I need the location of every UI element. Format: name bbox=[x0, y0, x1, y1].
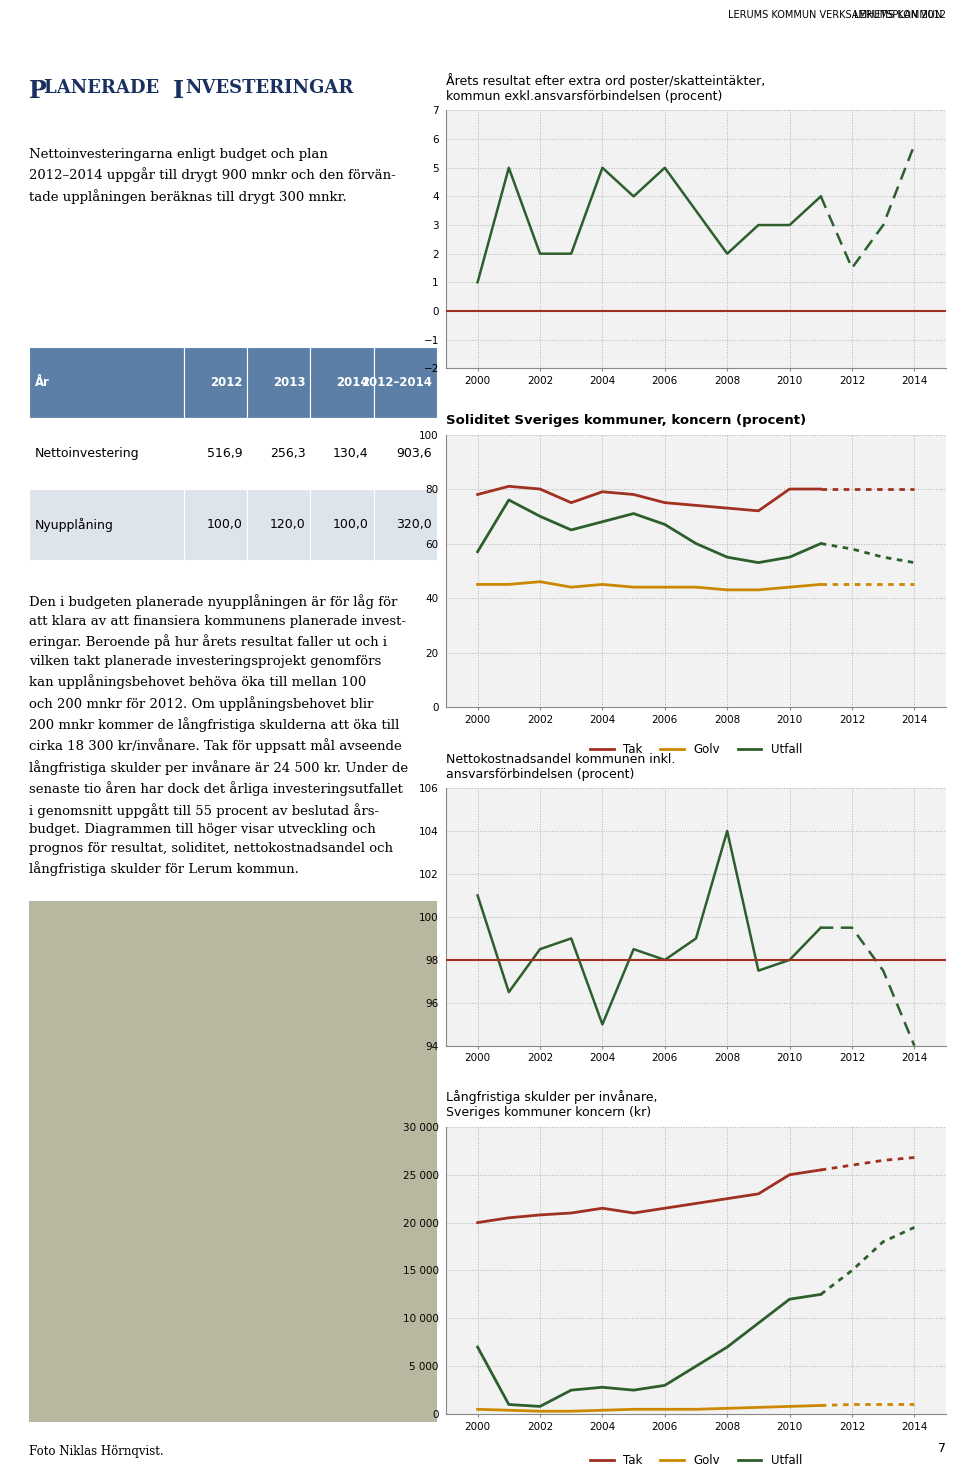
Text: 7: 7 bbox=[938, 1442, 946, 1455]
Bar bbox=[247, 346, 310, 418]
Bar bbox=[29, 418, 184, 489]
Bar bbox=[184, 489, 247, 560]
Text: 130,4: 130,4 bbox=[333, 446, 369, 460]
Text: 516,9: 516,9 bbox=[206, 446, 242, 460]
Text: 256,3: 256,3 bbox=[270, 446, 305, 460]
Text: Nettokostnadsandel kommunen inkl.
ansvarsförbindelsen (procent): Nettokostnadsandel kommunen inkl. ansvar… bbox=[446, 753, 676, 781]
Legend: Tak, Golv, Utfall: Tak, Golv, Utfall bbox=[586, 738, 806, 762]
Bar bbox=[29, 901, 437, 1421]
Text: 120,0: 120,0 bbox=[270, 518, 305, 532]
Text: 100,0: 100,0 bbox=[206, 518, 242, 532]
Bar bbox=[310, 489, 373, 560]
Text: 2012–2014: 2012–2014 bbox=[361, 376, 432, 389]
Text: LERUMS KOMMUN: LERUMS KOMMUN bbox=[854, 9, 946, 19]
Text: 2012: 2012 bbox=[209, 376, 242, 389]
Text: Långfristiga skulder per invånare,
Sveriges kommuner koncern (kr): Långfristiga skulder per invånare, Sveri… bbox=[446, 1090, 658, 1119]
Bar bbox=[247, 418, 310, 489]
Bar bbox=[184, 418, 247, 489]
Text: NVESTERINGAR: NVESTERINGAR bbox=[185, 80, 353, 97]
Text: Nettoinvestering: Nettoinvestering bbox=[35, 446, 139, 460]
Bar bbox=[373, 489, 437, 560]
Text: 2014: 2014 bbox=[336, 376, 369, 389]
Text: Soliditet Sveriges kommuner, koncern (procent): Soliditet Sveriges kommuner, koncern (pr… bbox=[446, 414, 806, 427]
Bar bbox=[29, 346, 184, 418]
Bar bbox=[310, 418, 373, 489]
Text: Foto Niklas Hörnqvist.: Foto Niklas Hörnqvist. bbox=[29, 1445, 163, 1458]
Bar bbox=[373, 418, 437, 489]
Text: 2013: 2013 bbox=[273, 376, 305, 389]
Text: Den i budgeten planerade nyupplåningen är för låg för
att klara av att finansier: Den i budgeten planerade nyupplåningen ä… bbox=[29, 595, 408, 876]
Bar bbox=[373, 346, 437, 418]
Text: 903,6: 903,6 bbox=[396, 446, 432, 460]
Text: 100,0: 100,0 bbox=[333, 518, 369, 532]
Text: I: I bbox=[173, 80, 183, 103]
Text: LANERADE: LANERADE bbox=[44, 80, 166, 97]
Text: P: P bbox=[29, 80, 47, 103]
Bar bbox=[184, 346, 247, 418]
Text: Nyupplåning: Nyupplåning bbox=[35, 517, 114, 532]
Legend: Tak, Golv, Utfall: Tak, Golv, Utfall bbox=[586, 1449, 806, 1472]
Bar bbox=[29, 489, 184, 560]
Text: Nettoinvesteringarna enligt budget och plan
2012–2014 uppgår till drygt 900 mnkr: Nettoinvesteringarna enligt budget och p… bbox=[29, 147, 396, 203]
Text: Årets resultat efter extra ord poster/skatteintäkter,
kommun exkl.ansvarsförbind: Årets resultat efter extra ord poster/sk… bbox=[446, 74, 766, 103]
Text: 320,0: 320,0 bbox=[396, 518, 432, 532]
Text: LERUMS KOMMUN VERKSAMHETSPLAN 2012: LERUMS KOMMUN VERKSAMHETSPLAN 2012 bbox=[728, 9, 946, 19]
Bar bbox=[310, 346, 373, 418]
Bar bbox=[247, 489, 310, 560]
Text: År: År bbox=[35, 376, 50, 389]
